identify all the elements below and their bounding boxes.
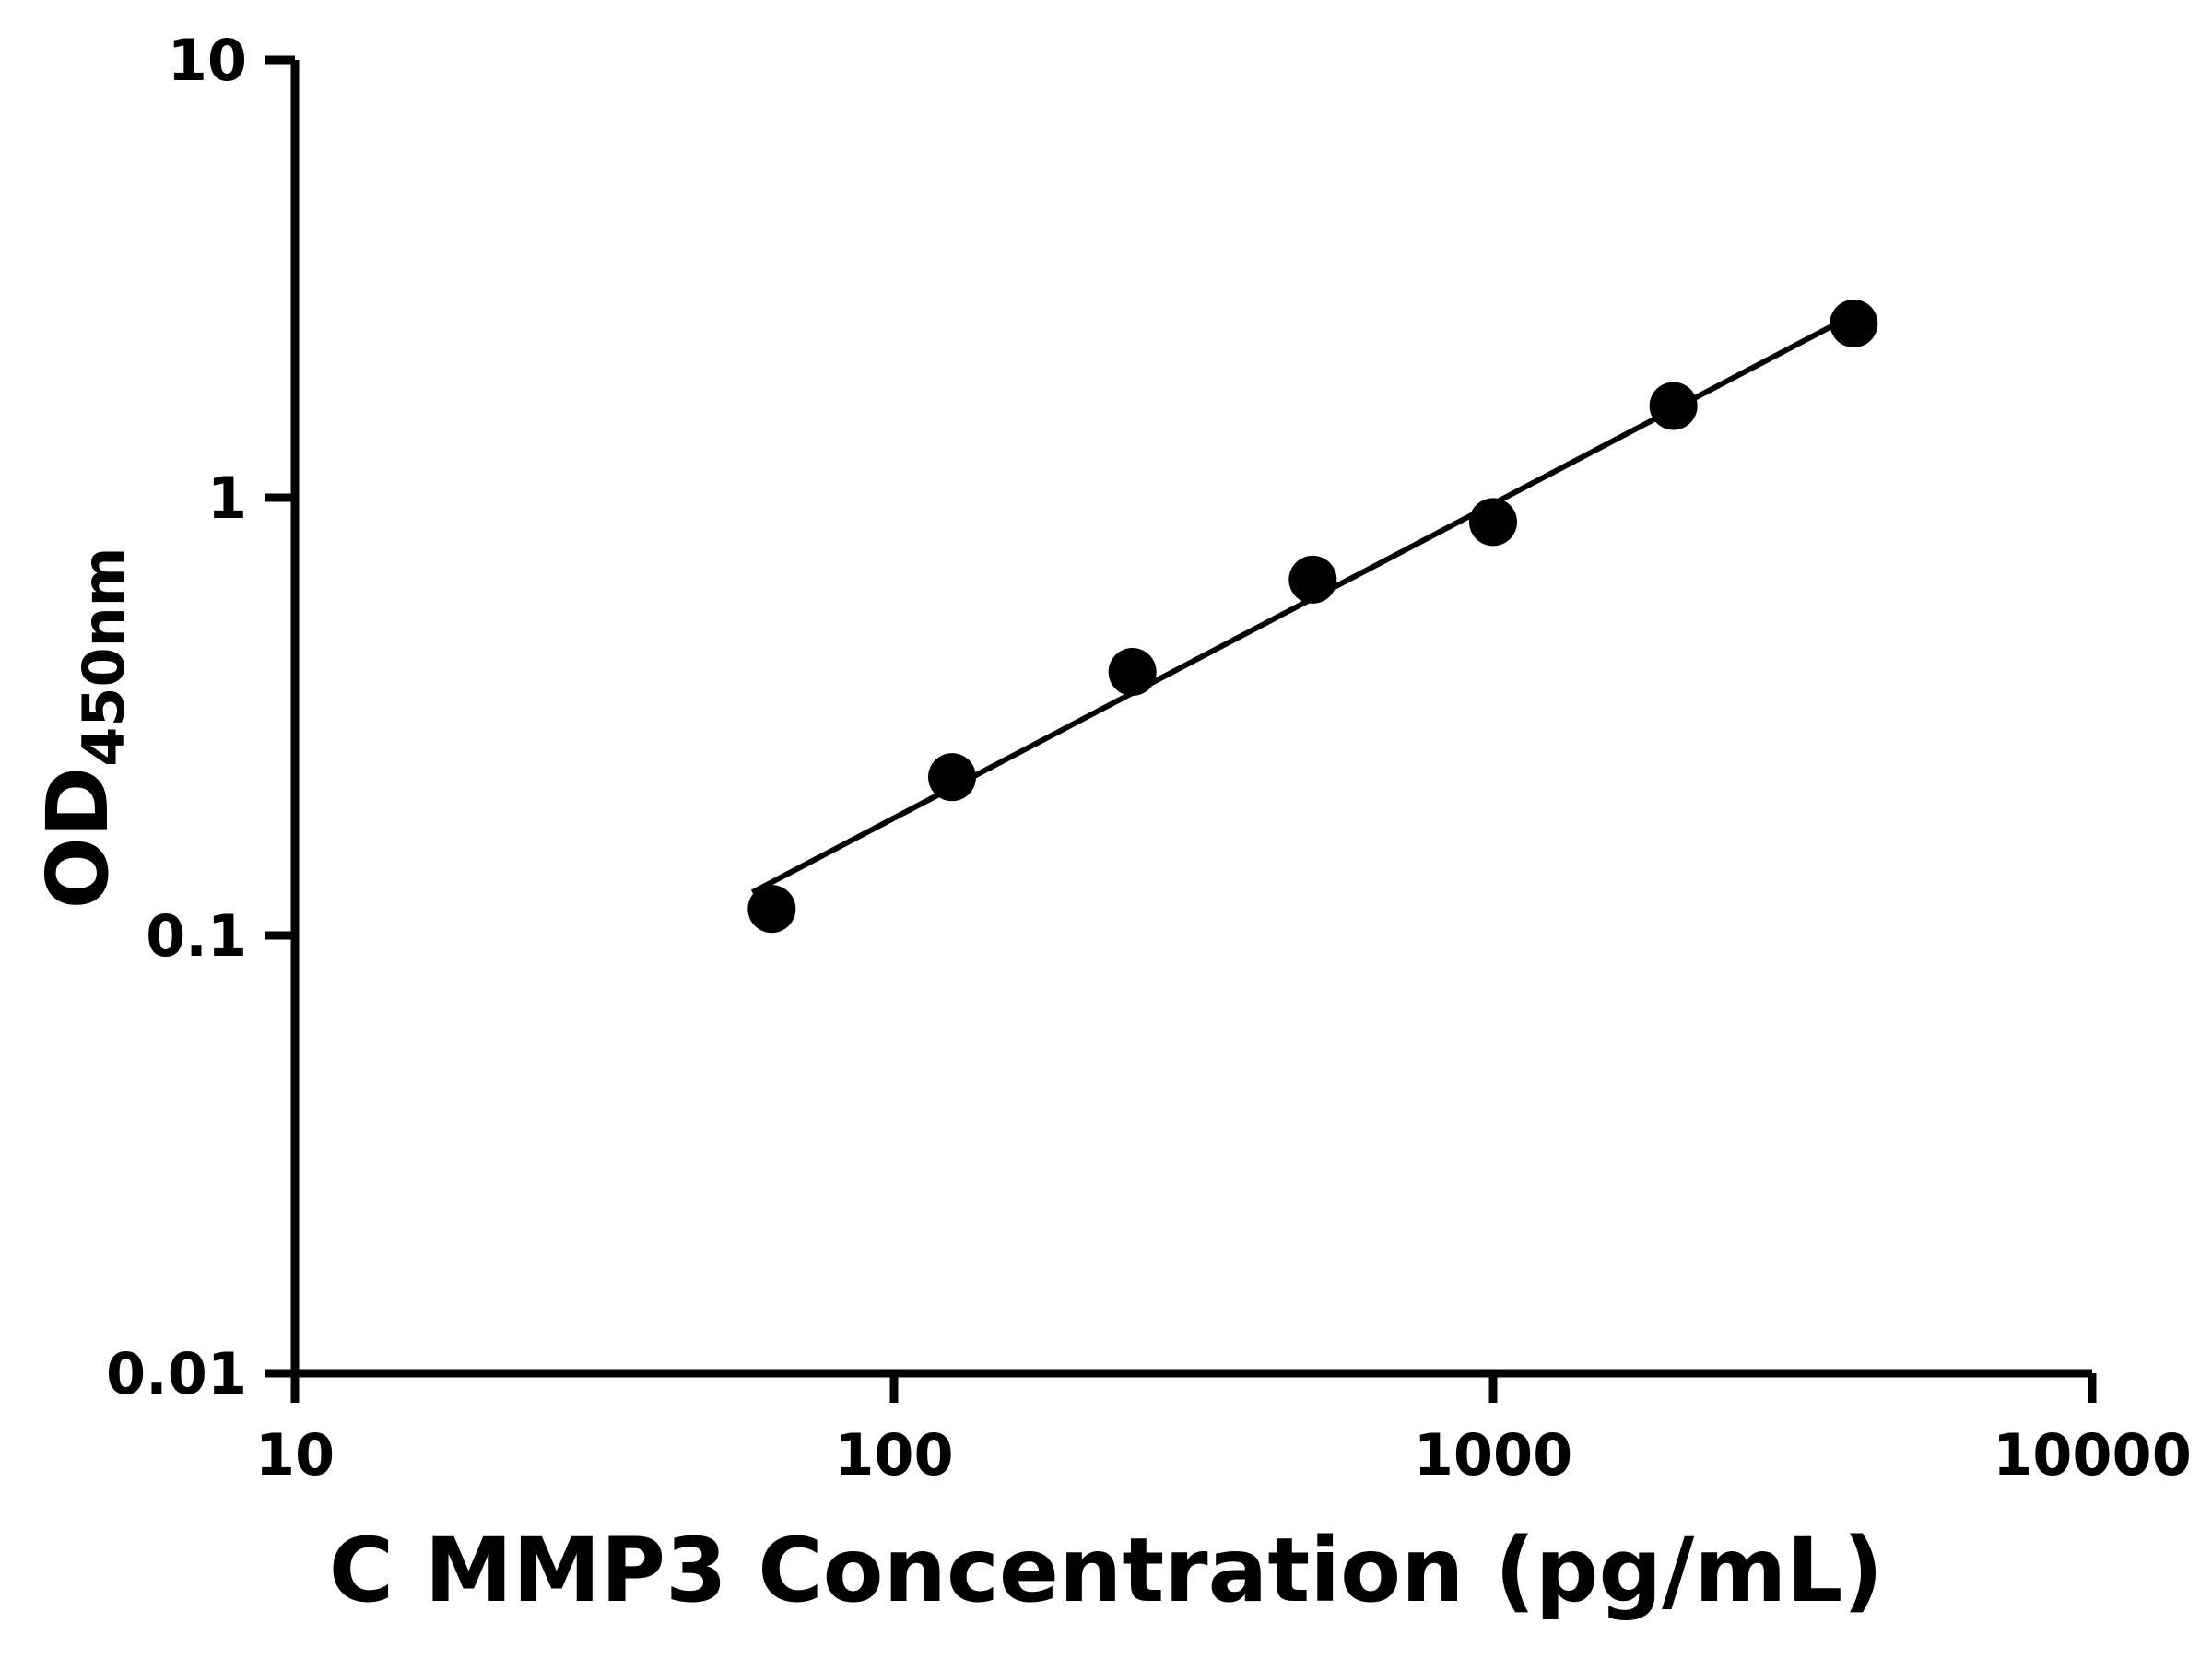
y-tick-label: 0.1 (146, 902, 247, 970)
data-point (927, 753, 976, 802)
y-axis-title: OD450nm (29, 547, 137, 910)
y-axis-title-main: OD (29, 766, 127, 910)
axes (290, 60, 2092, 1378)
x-tick-label: 10 (255, 1421, 335, 1488)
data-point (747, 885, 796, 934)
x-tick-label: 10000 (1993, 1421, 2192, 1488)
data-point (1830, 299, 1878, 347)
y-tick-label: 1 (207, 465, 247, 532)
data-point (1288, 555, 1337, 604)
x-tick-label: 100 (834, 1421, 953, 1488)
y-axis-title-subscript: 450nm (70, 547, 137, 767)
y-tick-label: 0.01 (106, 1340, 247, 1407)
data-point (1649, 382, 1698, 430)
y-tick-label: 10 (168, 27, 247, 94)
data-point (1469, 498, 1517, 547)
data-point (1108, 648, 1157, 697)
x-axis-title: C MMP3 Concentration (pg/mL) (328, 1519, 1884, 1622)
x-tick-label: 1000 (1414, 1421, 1573, 1488)
